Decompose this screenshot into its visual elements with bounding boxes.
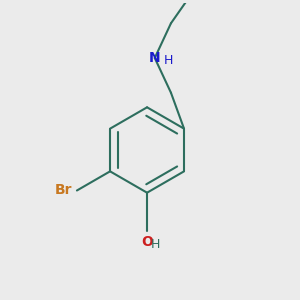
Text: Br: Br [55,184,72,197]
Text: H: H [151,238,160,251]
Text: N: N [149,51,161,65]
Text: O: O [141,236,153,249]
Text: H: H [163,54,173,68]
